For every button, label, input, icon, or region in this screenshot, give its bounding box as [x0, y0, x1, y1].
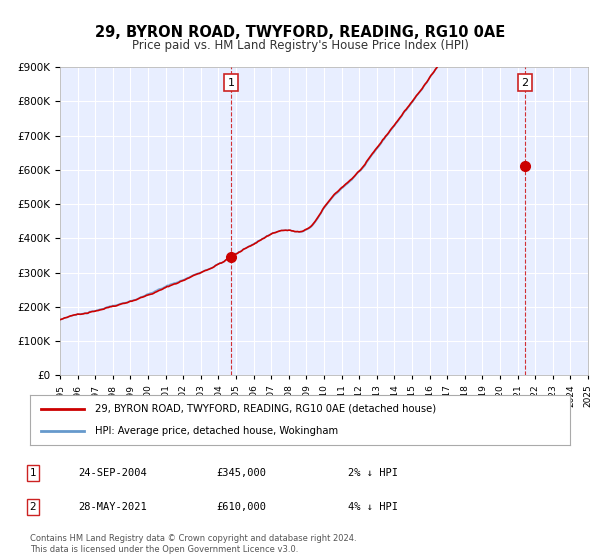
Text: 2: 2 [521, 78, 529, 87]
Text: 2: 2 [29, 502, 37, 512]
Text: Price paid vs. HM Land Registry's House Price Index (HPI): Price paid vs. HM Land Registry's House … [131, 39, 469, 52]
Text: 24-SEP-2004: 24-SEP-2004 [78, 468, 147, 478]
Text: HPI: Average price, detached house, Wokingham: HPI: Average price, detached house, Woki… [95, 426, 338, 436]
Text: 1: 1 [29, 468, 37, 478]
Text: 29, BYRON ROAD, TWYFORD, READING, RG10 0AE (detached house): 29, BYRON ROAD, TWYFORD, READING, RG10 0… [95, 404, 436, 414]
Text: 28-MAY-2021: 28-MAY-2021 [78, 502, 147, 512]
Text: This data is licensed under the Open Government Licence v3.0.: This data is licensed under the Open Gov… [30, 545, 298, 554]
Text: 1: 1 [228, 78, 235, 87]
Text: £345,000: £345,000 [216, 468, 266, 478]
Text: £610,000: £610,000 [216, 502, 266, 512]
Text: 4% ↓ HPI: 4% ↓ HPI [348, 502, 398, 512]
Text: Contains HM Land Registry data © Crown copyright and database right 2024.: Contains HM Land Registry data © Crown c… [30, 534, 356, 543]
Text: 29, BYRON ROAD, TWYFORD, READING, RG10 0AE: 29, BYRON ROAD, TWYFORD, READING, RG10 0… [95, 25, 505, 40]
Text: 2% ↓ HPI: 2% ↓ HPI [348, 468, 398, 478]
